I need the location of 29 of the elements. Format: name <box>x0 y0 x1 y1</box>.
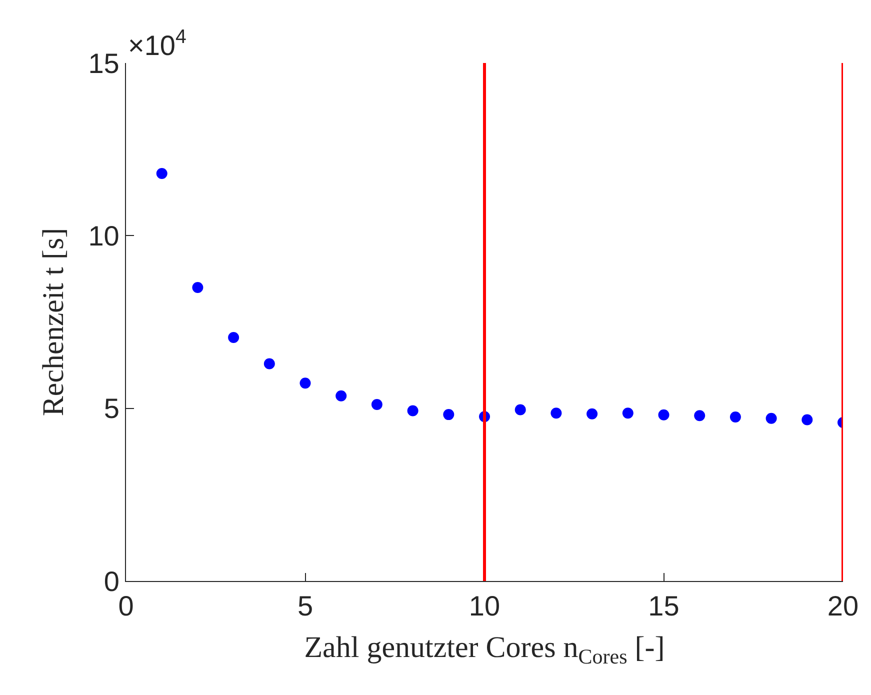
point <box>156 168 168 180</box>
point <box>443 409 454 420</box>
x-tick-label: 10 <box>468 590 500 622</box>
x-axis-title: Zahl genutzter Cores n$_{Cores}$ [-] <box>304 631 665 668</box>
point <box>371 399 382 410</box>
point <box>694 410 706 422</box>
y-tick-label: 0 <box>104 566 120 597</box>
x-tick-label: 15 <box>648 590 680 622</box>
y-tick-label: 15 <box>88 48 120 79</box>
point <box>300 378 311 389</box>
text: ×10$^{4}$ <box>128 26 186 61</box>
point <box>622 408 634 419</box>
y-tick-label: 10 <box>88 220 120 252</box>
y-axis-title: Rechenzeit t [s] <box>37 228 70 416</box>
point <box>802 414 813 426</box>
y-tick-label: 5 <box>104 393 120 424</box>
point <box>514 404 526 416</box>
point <box>228 332 240 344</box>
point <box>550 408 562 419</box>
point <box>336 390 347 402</box>
point <box>586 408 598 420</box>
point <box>264 358 275 370</box>
point <box>192 282 204 293</box>
point <box>407 405 418 416</box>
point <box>766 412 777 424</box>
point <box>730 411 741 422</box>
x-tick-label: 20 <box>827 590 859 622</box>
x-tick-label: 5 <box>297 590 314 622</box>
point <box>658 409 670 420</box>
